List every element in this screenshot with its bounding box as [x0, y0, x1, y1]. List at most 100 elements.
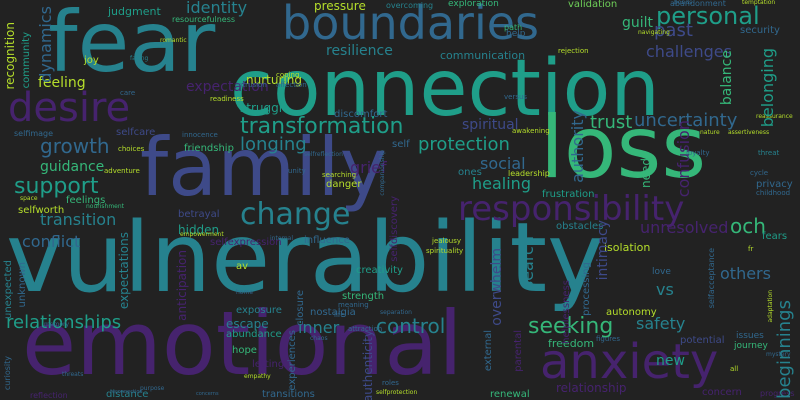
- word-influence: influence: [304, 235, 350, 246]
- word-authority: authority: [568, 110, 587, 183]
- word-desire: desire: [8, 85, 131, 131]
- word-creativity: creativity: [356, 265, 403, 276]
- word-distance: distance: [106, 389, 149, 400]
- word-abandonment: abandonment: [670, 0, 726, 8]
- word-relationship: relationship: [556, 381, 627, 395]
- word-healing: healing: [472, 174, 531, 193]
- word-privacy: privacy: [756, 179, 793, 190]
- word-rejection: rejection: [558, 47, 589, 55]
- word-vs: vs: [656, 280, 674, 299]
- word-concerns: concerns: [196, 391, 219, 397]
- word-resilience: resilience: [326, 43, 393, 59]
- word-protection: protection: [418, 134, 510, 155]
- word-reconnection: reconnection: [110, 389, 143, 395]
- word-life: life: [334, 311, 345, 319]
- word-childhood: childhood: [756, 189, 791, 197]
- word-bonds: bonds: [674, 0, 693, 6]
- word-coping: coping: [276, 71, 300, 79]
- word-grief: grief: [350, 158, 387, 177]
- word-nourishment: nourishment: [86, 203, 125, 210]
- word-resourcefulness: resourcefulness: [172, 15, 236, 24]
- word-selfreflection: selfreflection: [304, 151, 343, 158]
- word-loss: loss: [540, 98, 707, 198]
- word-guidance: guidance: [40, 159, 105, 175]
- word-belonging: belonging: [758, 48, 777, 128]
- word-fears: fears: [762, 231, 788, 242]
- word-path: path: [504, 23, 523, 32]
- word-security: security: [740, 25, 780, 36]
- word-home: home: [236, 289, 254, 296]
- word-pressure: pressure: [314, 0, 366, 13]
- word-helplessness: helplessness: [561, 280, 572, 344]
- word-concern: concern: [702, 387, 742, 398]
- word-searching: searching: [322, 171, 357, 179]
- word-letting: letting: [252, 359, 285, 370]
- word-selfdiscovery: selfdiscovery: [389, 196, 400, 262]
- word-spiritual: spiritual: [462, 117, 519, 133]
- word-fear: fear: [48, 0, 216, 91]
- word-fr: fr: [748, 245, 754, 253]
- word-all: all: [730, 365, 739, 373]
- word-och: och: [730, 214, 766, 238]
- word-selfprotection: selfprotection: [376, 389, 418, 396]
- word-selfimage: selfimage: [14, 129, 54, 138]
- word-av: av: [236, 261, 249, 272]
- word-attraction: attraction: [348, 325, 383, 333]
- word-vulnerability: vulnerability: [6, 202, 604, 314]
- word-community: community: [21, 32, 32, 89]
- word-balance: balance: [719, 50, 735, 106]
- word-progress: progress: [760, 389, 795, 398]
- word-isolation: isolation: [604, 241, 651, 254]
- word-companionship: companionship: [379, 150, 386, 196]
- word-journey: journey: [734, 341, 768, 351]
- word-affection: affection: [276, 81, 307, 89]
- word-longing: longing: [240, 134, 307, 155]
- word-versus: versus: [504, 93, 528, 101]
- word-need: need: [639, 158, 653, 188]
- word-anxiety: anxiety: [540, 334, 719, 390]
- word-authenticity: authenticity: [361, 330, 375, 400]
- word-nature: nature: [700, 129, 720, 136]
- word-loyalty: loyalty: [686, 149, 710, 157]
- word-unity: unity: [288, 167, 306, 175]
- word-past: past: [654, 20, 693, 41]
- word-selfworth: selfworth: [18, 205, 65, 216]
- word-control: control: [376, 314, 446, 338]
- word-selfacceptance: selfacceptance: [707, 248, 716, 309]
- word-expectations: expectations: [117, 232, 131, 310]
- word-obstacles: obstacles: [556, 221, 604, 232]
- word-purpose: purpose: [140, 385, 165, 392]
- word-support: support: [14, 174, 99, 199]
- word-selfexpression: selfexpression: [210, 237, 282, 248]
- word-new: new: [656, 353, 685, 369]
- word-love: love: [652, 267, 671, 277]
- word-validation: validation: [568, 0, 618, 10]
- word-unresolved: unresolved: [640, 218, 729, 237]
- word-navigating: navigating: [638, 29, 670, 36]
- word-feeling: feeling: [38, 75, 86, 91]
- word-connection: connection: [230, 44, 660, 134]
- word-renewal: renewal: [490, 389, 530, 400]
- word-threat: threat: [758, 149, 780, 157]
- word-memory: memory: [44, 321, 70, 328]
- word-adaptation: adaptation: [767, 290, 774, 323]
- word-beginnings: beginnings: [774, 300, 795, 399]
- word-internal: internal: [270, 235, 294, 242]
- word-unexpected: unexpected: [3, 260, 14, 319]
- word-awakening: awakening: [512, 127, 550, 135]
- word-transitions: transitions: [262, 389, 315, 400]
- word-threats: threats: [62, 371, 84, 378]
- word-innocence: innocence: [182, 131, 218, 139]
- word-conflict: conflict: [22, 232, 81, 251]
- word-trust: trust: [590, 112, 633, 133]
- word-overwhelm: overwhelm: [489, 248, 505, 326]
- word-assertiveness: assertiveness: [728, 129, 770, 136]
- word-figures: figures: [596, 335, 620, 343]
- word-hidden: hidden: [178, 223, 220, 237]
- word-overcoming: overcoming: [386, 1, 434, 10]
- word-intrusion: intrusion: [236, 81, 267, 89]
- word-separation: separation: [380, 309, 412, 316]
- word-family: family: [140, 121, 387, 214]
- word-processing: processing: [581, 262, 592, 316]
